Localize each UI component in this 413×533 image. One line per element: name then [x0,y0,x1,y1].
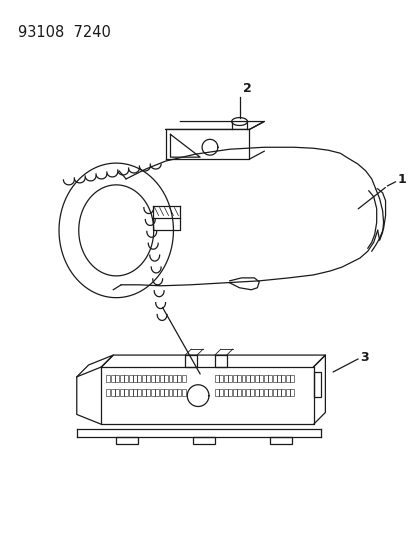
Bar [241,389,245,395]
Bar [237,375,240,382]
Bar [214,355,226,367]
Bar [281,375,285,382]
Bar [263,375,267,382]
Bar [137,389,141,395]
Bar [214,375,218,382]
Bar [223,375,227,382]
Bar [245,375,249,382]
Bar [232,389,236,395]
Bar [245,389,249,395]
Bar [177,389,181,395]
Bar [272,389,276,395]
Bar [228,389,232,395]
Bar [181,375,185,382]
Bar [254,389,258,395]
Bar [232,375,236,382]
Bar [263,389,267,395]
Bar [285,389,289,395]
Bar [270,437,291,444]
Bar [115,375,119,382]
Bar [313,372,320,397]
Bar [276,389,280,395]
Bar [214,389,218,395]
Bar [150,389,154,395]
Bar [290,389,294,395]
Bar [237,389,240,395]
Bar [115,389,119,395]
Bar [181,389,185,395]
Bar [193,437,214,444]
Bar [133,389,137,395]
Bar [250,375,254,382]
Bar [219,389,223,395]
Bar [116,437,138,444]
Text: 2: 2 [242,82,251,95]
Bar [146,389,150,395]
Bar [128,375,132,382]
Bar [106,375,110,382]
Bar [168,389,172,395]
Bar [137,375,141,382]
Bar [159,389,163,395]
Bar [259,389,263,395]
Bar [250,389,254,395]
Bar [177,375,181,382]
Bar [228,375,232,382]
Bar [223,389,227,395]
Bar [159,375,163,382]
Bar [124,389,128,395]
Bar [119,389,123,395]
Bar [128,389,132,395]
Text: 3: 3 [359,351,368,364]
Bar [290,375,294,382]
Text: 93108  7240: 93108 7240 [17,25,110,39]
Bar [142,389,145,395]
Bar [185,355,197,367]
Bar [276,375,280,382]
Bar [111,389,114,395]
Bar [150,375,154,382]
Bar [173,375,176,382]
Bar [254,375,258,382]
Bar [281,389,285,395]
Bar [241,375,245,382]
Bar [133,375,137,382]
Bar [142,375,145,382]
Bar [285,375,289,382]
Bar [119,375,123,382]
Bar [164,389,168,395]
Bar [111,375,114,382]
Bar [106,389,110,395]
Bar [164,375,168,382]
Bar [168,375,172,382]
Bar [155,375,159,382]
Bar [146,375,150,382]
Bar [268,389,271,395]
Bar [173,389,176,395]
Bar [268,375,271,382]
Bar [155,389,159,395]
Bar [259,375,263,382]
Bar [124,375,128,382]
Text: 1: 1 [396,173,405,187]
Bar [219,375,223,382]
Bar [272,375,276,382]
